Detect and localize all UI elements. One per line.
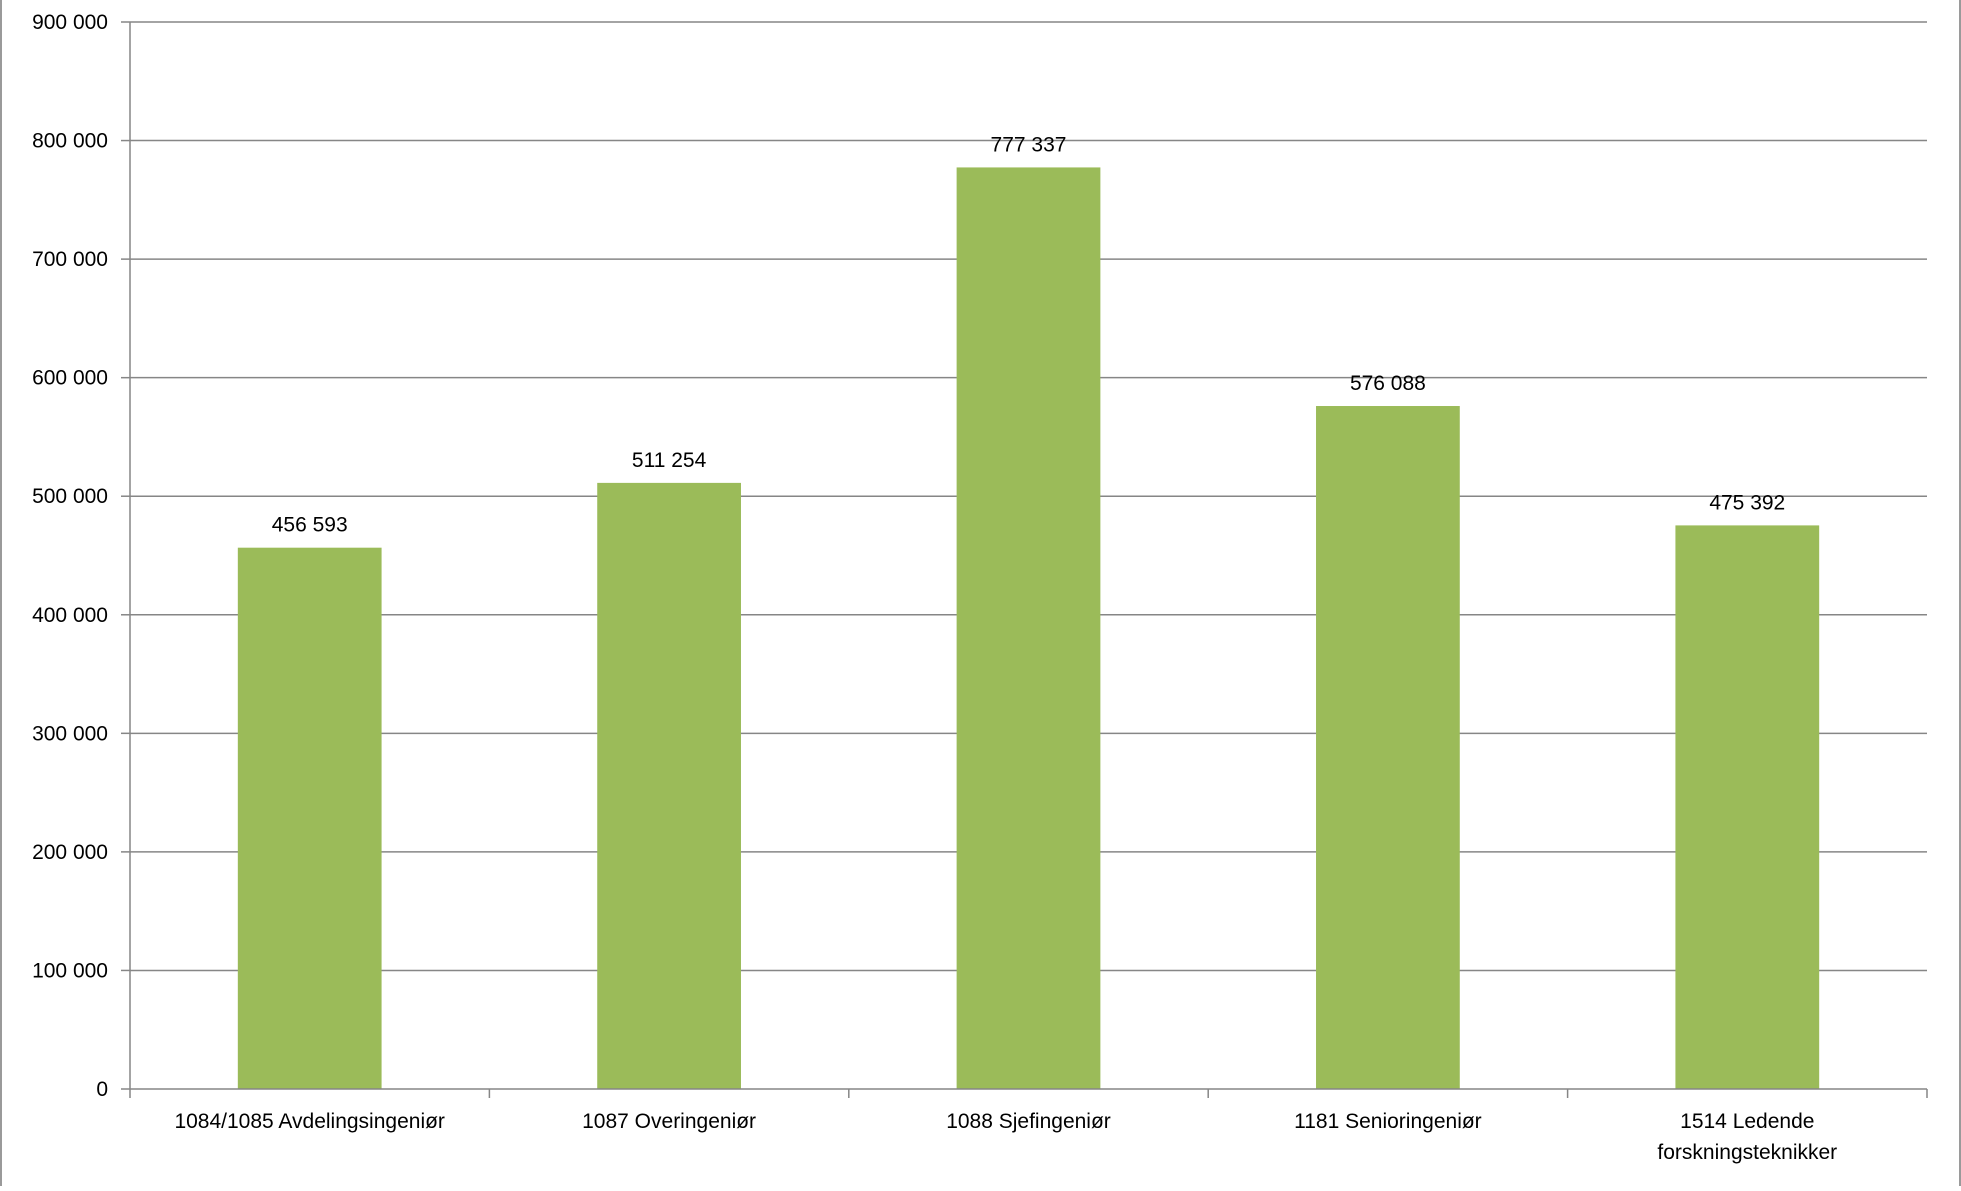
bar: [1316, 406, 1460, 1089]
labels: 0 100 000 200 000 300 000 400 000 500 000 600 …: [32, 11, 1837, 1164]
bar: [956, 167, 1101, 1089]
y-tick-label: 700 000: [32, 248, 108, 271]
y-tick-label: 0: [96, 1078, 108, 1101]
y-tick-label: 500 000: [32, 485, 108, 508]
y-tick-label: 200 000: [32, 841, 108, 864]
data-label: 576 088: [1350, 372, 1426, 395]
bar: [1675, 525, 1820, 1089]
y-tick-label: 900 000: [32, 11, 108, 34]
bars: [237, 167, 1820, 1089]
x-tick-label: 1088 Sjefingeniør: [946, 1110, 1111, 1133]
bar: [597, 482, 741, 1089]
x-tick-label: 1084/1085 Avdelingsingeniør: [174, 1110, 445, 1133]
x-tick-label: forskningsteknikker: [1657, 1141, 1837, 1164]
axes: [121, 21, 1928, 1098]
data-label: 777 337: [991, 133, 1067, 156]
data-label: 456 593: [272, 514, 348, 537]
y-tick-label: 100 000: [32, 959, 108, 982]
y-tick-label: 300 000: [32, 722, 108, 745]
x-tick-label: 1087 Overingeniør: [582, 1110, 756, 1133]
y-tick-label: 600 000: [32, 367, 108, 390]
data-label: 511 254: [632, 449, 707, 472]
x-tick-label: 1181 Senioringeniør: [1294, 1110, 1482, 1133]
y-tick-label: 800 000: [32, 130, 108, 153]
data-label: 475 392: [1709, 491, 1785, 514]
bar: [237, 547, 382, 1089]
x-tick-label: 1514 Ledende: [1680, 1110, 1814, 1133]
y-tick-label: 400 000: [32, 604, 108, 627]
